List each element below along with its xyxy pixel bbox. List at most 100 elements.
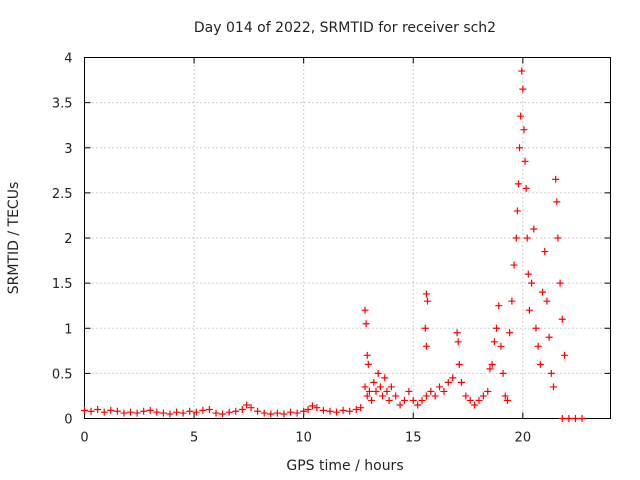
data-point (166, 410, 174, 418)
data-point (423, 297, 431, 305)
data-point (462, 392, 470, 400)
data-point (495, 302, 503, 310)
data-point (153, 408, 161, 416)
data-point (319, 406, 327, 414)
data-point (516, 144, 524, 152)
data-point (521, 157, 529, 165)
data-point (339, 406, 347, 414)
data-point (493, 324, 501, 332)
data-point (146, 406, 154, 414)
data-point (392, 392, 400, 400)
data-point (466, 396, 474, 404)
data-point (497, 342, 505, 350)
data-point (414, 401, 422, 409)
data-point (543, 297, 551, 305)
y-tick-label: 2 (64, 232, 72, 247)
x-axis-label: GPS time / hours (286, 458, 403, 474)
data-point (453, 329, 461, 337)
data-point (513, 207, 521, 215)
data-point (508, 297, 516, 305)
data-point (565, 415, 573, 422)
data-point (387, 383, 395, 391)
y-tick-label: 3.5 (52, 97, 73, 112)
data-point (418, 396, 426, 404)
data-point (545, 333, 553, 341)
data-point (528, 279, 536, 287)
data-point (422, 392, 430, 400)
data-point (287, 408, 295, 416)
data-point (488, 360, 496, 368)
data-point (199, 406, 207, 414)
data-point (512, 234, 520, 242)
data-point (379, 392, 387, 400)
data-point (396, 401, 404, 409)
data-point (553, 198, 561, 206)
data-point (364, 360, 372, 368)
data-point (363, 392, 371, 400)
data-point (427, 387, 435, 395)
data-point (365, 387, 373, 395)
data-point (440, 387, 448, 395)
scatter-points (81, 67, 586, 422)
y-tick-label: 2.5 (52, 187, 73, 202)
data-point (107, 406, 115, 414)
data-point (421, 324, 429, 332)
data-point (457, 378, 465, 386)
data-point (219, 410, 227, 418)
data-point (383, 387, 391, 395)
data-point (534, 342, 542, 350)
data-point (357, 404, 365, 412)
data-point (293, 409, 301, 417)
data-point (133, 409, 141, 417)
data-point (484, 387, 492, 395)
data-point (100, 408, 108, 416)
data-point (554, 234, 562, 242)
data-point (179, 409, 187, 417)
data-point (326, 407, 334, 415)
data-point (536, 360, 544, 368)
y-tick-label: 1 (64, 322, 72, 337)
data-point (113, 407, 121, 415)
y-axis-label: SRMTID / TECUs (6, 182, 22, 295)
data-point (525, 306, 533, 314)
data-point (192, 408, 200, 416)
data-point (539, 288, 547, 296)
data-point (362, 320, 370, 328)
data-point (520, 126, 528, 134)
data-point (552, 175, 560, 183)
data-point (503, 396, 511, 404)
x-tick-label: 0 (80, 431, 88, 446)
data-point (352, 405, 360, 413)
data-point (361, 306, 369, 314)
data-point (444, 378, 452, 386)
data-point (524, 270, 532, 278)
grid (84, 57, 611, 419)
data-point (361, 383, 369, 391)
data-point (205, 405, 213, 413)
data-point (547, 369, 555, 377)
data-point (409, 396, 417, 404)
chart-title: Day 014 of 2022, SRMTID for receiver sch… (194, 20, 496, 36)
data-point (260, 409, 268, 417)
data-point (522, 184, 530, 192)
x-tick-label: 5 (190, 431, 198, 446)
data-point (363, 351, 371, 359)
data-point (449, 374, 457, 382)
data-point (518, 67, 526, 75)
data-point (368, 396, 376, 404)
data-point (486, 365, 494, 373)
tick-labels: 0 5 10 15 20 0 0.5 1 1.5 2 2.5 3 3.5 4 (52, 52, 531, 446)
y-tick-label: 0.5 (52, 367, 73, 382)
data-point (454, 338, 462, 346)
data-point (422, 290, 430, 298)
data-point (280, 410, 288, 418)
data-point (479, 392, 487, 400)
data-point (374, 369, 382, 377)
data-point (120, 409, 128, 417)
data-point (550, 383, 558, 391)
data-point (186, 407, 194, 415)
data-point (346, 407, 354, 415)
data-point (238, 405, 246, 413)
x-tick-label: 20 (515, 431, 532, 446)
data-point (370, 378, 378, 386)
